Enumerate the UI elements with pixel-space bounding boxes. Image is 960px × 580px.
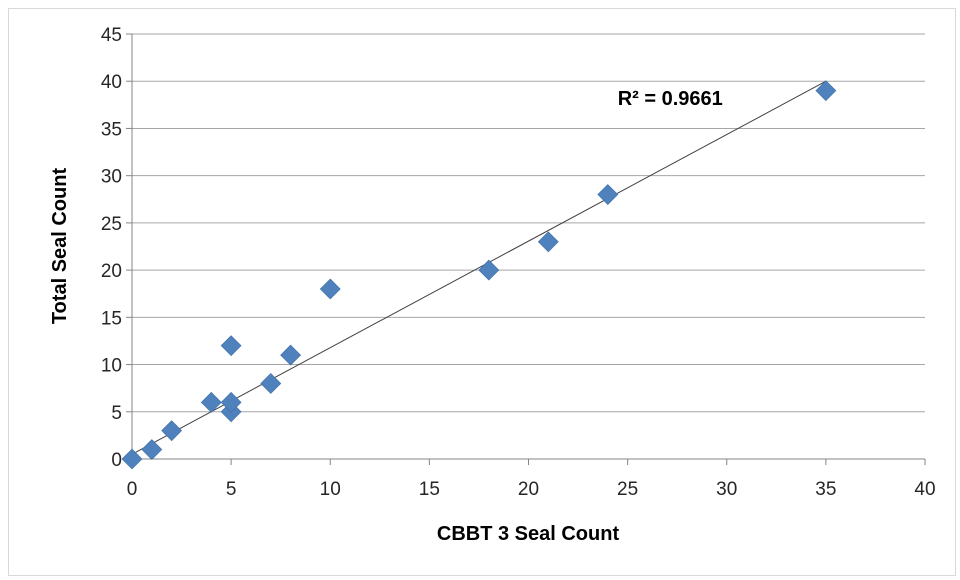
x-tick-label: 20	[518, 479, 539, 500]
y-tick-label: 35	[101, 119, 122, 140]
x-tick-label: 25	[617, 479, 638, 500]
data-point-diamond	[121, 448, 143, 470]
x-tick-label: 10	[320, 479, 341, 500]
data-point-diamond	[319, 278, 341, 300]
trendline-layer	[131, 80, 827, 455]
y-tick-label: 25	[101, 214, 122, 235]
y-tick-label: 45	[101, 25, 122, 46]
data-point-diamond	[161, 420, 183, 442]
data-points	[121, 80, 837, 470]
y-tick-label: 5	[111, 403, 122, 424]
chart-frame	[8, 8, 956, 576]
y-tick-label: 30	[101, 167, 122, 188]
data-point-diamond	[220, 391, 242, 413]
linear-trendline	[131, 80, 827, 455]
x-tick-label: 5	[226, 479, 237, 500]
tick-labels: 0 5 10 15 20 25 30 35 40 45 0 5 10 15 20 25 30 35 40	[101, 25, 936, 500]
x-axis-title: CBBT 3 Seal Count	[437, 523, 620, 545]
x-tick-label: 35	[815, 479, 836, 500]
x-tick-label: 15	[419, 479, 440, 500]
data-point-diamond	[537, 231, 559, 253]
x-tick-label: 40	[914, 479, 935, 500]
data-point-diamond	[280, 344, 302, 366]
data-point-diamond	[220, 335, 242, 357]
data-point-diamond	[597, 184, 619, 205]
data-point-diamond	[141, 439, 163, 460]
data-point-diamond	[478, 259, 500, 281]
y-tick-label: 10	[101, 356, 122, 377]
y-tick-label: 15	[101, 308, 122, 329]
axes	[126, 33, 926, 465]
gridlines	[132, 33, 925, 413]
data-point-diamond	[260, 373, 282, 394]
x-tick-label: 30	[716, 479, 737, 500]
y-axis-title: Total Seal Count	[49, 168, 71, 325]
data-point-diamond	[200, 391, 222, 413]
y-tick-label: 40	[101, 72, 122, 93]
data-point-diamond	[815, 80, 837, 102]
y-tick-label: 20	[101, 261, 122, 282]
r-squared-annotation: R² = 0.9661	[618, 88, 723, 110]
y-tick-label: 0	[111, 450, 122, 471]
x-tick-label: 0	[127, 479, 138, 500]
